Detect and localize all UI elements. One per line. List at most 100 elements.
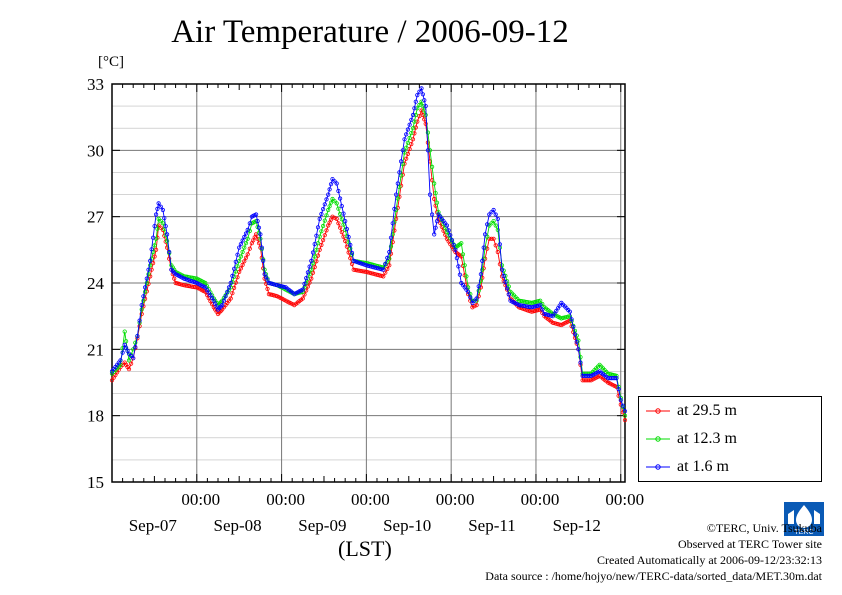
- data-point: [315, 225, 321, 230]
- data-point: [261, 258, 266, 263]
- legend-item-29-5m: at 29.5 m: [645, 401, 737, 421]
- data-point: [572, 332, 578, 337]
- data-point: [478, 272, 483, 277]
- x-tick-time-label: 00:00: [436, 490, 475, 509]
- data-point: [472, 298, 477, 303]
- data-point: [158, 204, 163, 209]
- data-point: [339, 230, 344, 235]
- data-point: [407, 122, 412, 127]
- data-point: [146, 272, 151, 277]
- data-point: [349, 261, 355, 267]
- data-point: [427, 192, 433, 197]
- data-point: [322, 218, 327, 223]
- data-point: [489, 236, 494, 241]
- data-point: [410, 126, 416, 131]
- data-point: [126, 358, 132, 363]
- data-point: [160, 207, 165, 213]
- data-point: [247, 228, 252, 234]
- data-point: [304, 275, 309, 281]
- data-point: [381, 274, 386, 279]
- series-line: [111, 87, 626, 412]
- legend-marker-red: [646, 408, 670, 414]
- y-tick-label: 27: [87, 208, 105, 227]
- data-point: [151, 260, 156, 266]
- data-point: [332, 215, 337, 220]
- data-point: [409, 117, 414, 122]
- data-point: [393, 216, 399, 221]
- data-point: [152, 224, 157, 229]
- data-point: [238, 242, 243, 247]
- data-point: [465, 289, 471, 294]
- data-point: [309, 267, 314, 272]
- data-point: [160, 221, 165, 226]
- data-point: [336, 188, 341, 194]
- data-point: [243, 231, 249, 236]
- x-tick-date-label: Sep-12: [553, 516, 601, 535]
- data-point: [566, 314, 571, 319]
- y-tick-label: 15: [87, 473, 104, 492]
- data-point: [356, 260, 362, 265]
- data-point: [499, 267, 505, 272]
- data-point: [470, 300, 475, 305]
- data-point: [622, 413, 628, 418]
- data-point: [578, 360, 583, 365]
- data-point: [133, 344, 138, 350]
- data-point: [407, 135, 412, 141]
- data-point: [415, 106, 420, 111]
- grid-lines: [112, 83, 625, 483]
- data-point: [324, 197, 329, 202]
- data-point: [310, 250, 316, 255]
- data-point: [118, 358, 123, 363]
- data-point: [326, 207, 331, 213]
- data-point: [434, 219, 440, 224]
- data-point: [410, 112, 416, 118]
- data-point: [405, 140, 410, 145]
- data-point: [156, 216, 161, 221]
- data-point: [493, 243, 498, 248]
- data-point: [540, 301, 545, 307]
- data-point: [409, 131, 414, 136]
- data-point: [242, 259, 247, 264]
- data-point: [462, 263, 467, 268]
- data-point: [491, 207, 496, 213]
- data-point: [327, 204, 332, 209]
- data-point: [344, 226, 349, 232]
- data-point: [567, 309, 573, 314]
- x-tick-date-label: Sep-09: [298, 516, 346, 535]
- data-point: [320, 207, 326, 212]
- data-point: [230, 273, 235, 278]
- data-point: [432, 196, 437, 202]
- data-point: [567, 314, 573, 319]
- data-point: [618, 398, 623, 403]
- data-point: [232, 266, 237, 271]
- data-point: [163, 224, 168, 229]
- data-series: [109, 86, 628, 423]
- data-point: [412, 119, 417, 124]
- data-point: [485, 222, 490, 227]
- data-point: [476, 288, 481, 293]
- data-point: [379, 267, 384, 272]
- data-point: [343, 238, 348, 244]
- data-point: [133, 340, 138, 345]
- data-point: [141, 298, 146, 303]
- data-point: [320, 238, 326, 243]
- y-tick-label: 24: [87, 274, 105, 293]
- data-point: [495, 216, 500, 221]
- data-point: [400, 148, 405, 153]
- data-point: [314, 247, 319, 252]
- legend-label: at 29.5 m: [677, 402, 737, 419]
- legend-item-12-3m: at 12.3 m: [645, 429, 737, 449]
- data-point: [144, 276, 149, 281]
- data-point: [322, 233, 327, 238]
- data-point: [154, 212, 159, 217]
- data-point: [320, 223, 326, 229]
- data-point: [328, 182, 334, 187]
- data-point: [536, 298, 541, 304]
- data-point: [538, 298, 543, 303]
- data-point: [221, 298, 226, 303]
- data-point: [387, 249, 392, 255]
- data-point: [489, 221, 494, 226]
- data-point: [487, 223, 492, 228]
- data-point: [487, 236, 492, 241]
- data-point: [337, 196, 343, 201]
